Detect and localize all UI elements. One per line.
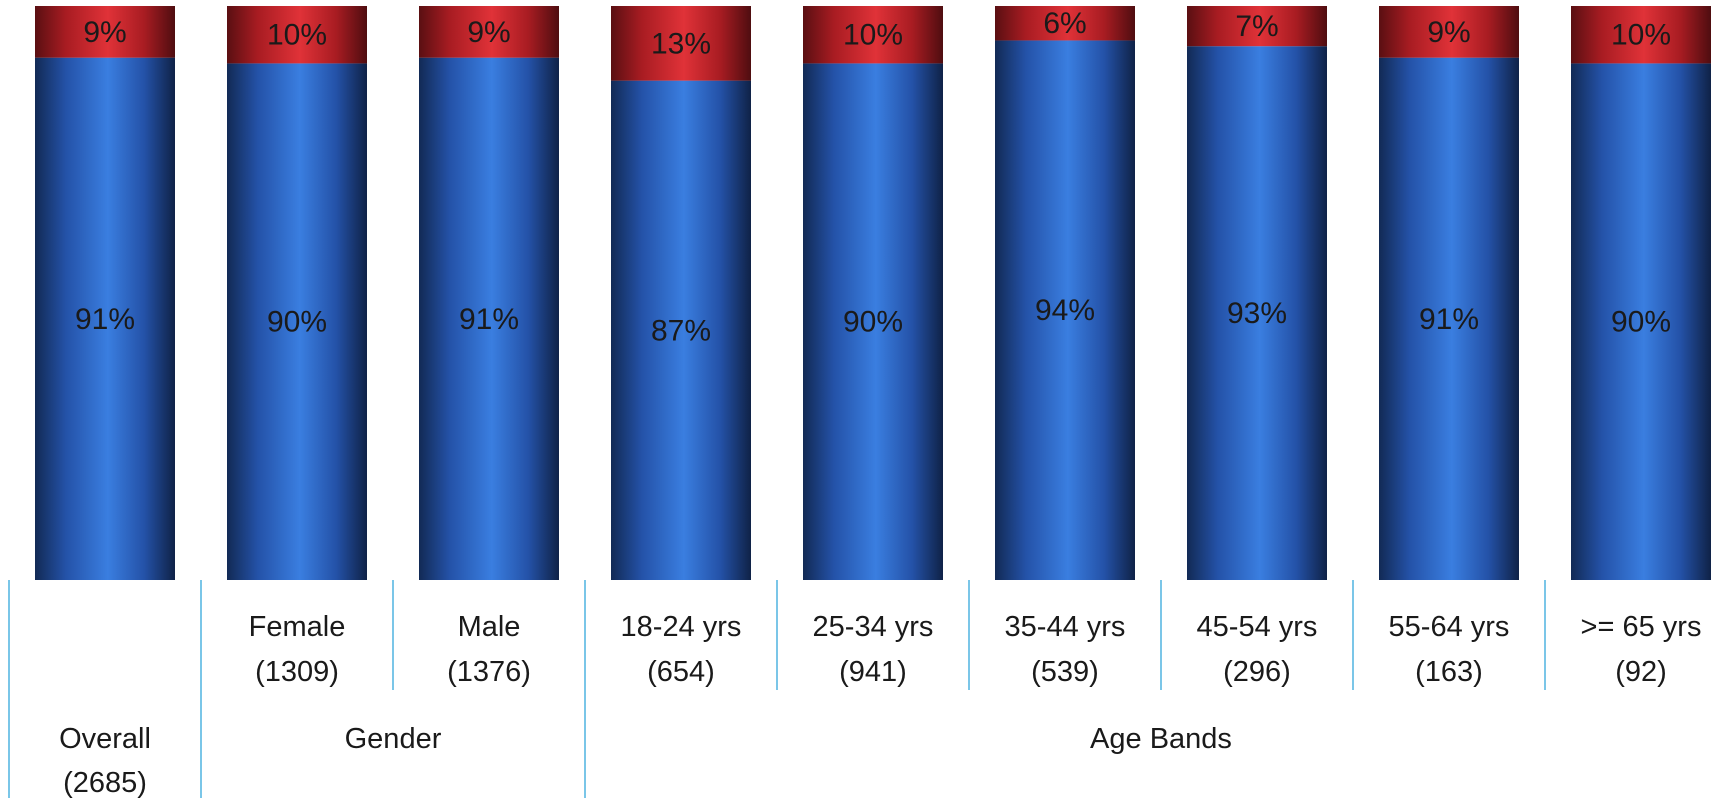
category-label-6: 45-54 yrs — [1197, 611, 1318, 643]
data-label-0-7: 91% — [1419, 303, 1479, 336]
category-label-3: 18-24 yrs — [621, 611, 742, 643]
data-label-1-4: 10% — [843, 19, 903, 52]
data-label-0-2: 91% — [459, 303, 519, 336]
category-label-5: 35-44 yrs — [1005, 611, 1126, 643]
category-label-1: Female — [249, 611, 346, 643]
data-label-0-4: 90% — [843, 306, 903, 339]
group-label-1: Age Bands — [1090, 723, 1232, 755]
bar-segment-0-0 — [35, 57, 175, 581]
bar-segment-0-7 — [1379, 57, 1519, 581]
group-label-0: Gender — [345, 723, 442, 755]
bar-segment-0-2 — [419, 57, 559, 581]
bar-segment-0-8 — [1571, 63, 1711, 580]
bar-segment-1-6 — [1187, 6, 1327, 47]
category-count-4: (941) — [839, 656, 907, 688]
bar-segment-1-7 — [1379, 6, 1519, 58]
bar-segment-0-5 — [995, 40, 1135, 580]
category-label-8: >= 65 yrs — [1581, 611, 1702, 643]
bar-segment-1-1 — [227, 6, 367, 64]
bars-layer — [35, 6, 1711, 581]
category-count-7: (163) — [1415, 656, 1483, 688]
category-count-3: (654) — [647, 656, 715, 688]
data-label-1-6: 7% — [1235, 10, 1278, 43]
data-label-0-6: 93% — [1227, 297, 1287, 330]
category-count-5: (539) — [1031, 656, 1099, 688]
category-count-6: (296) — [1223, 656, 1291, 688]
group-label-overall: Overall — [59, 723, 151, 755]
bar-segment-0-4 — [803, 63, 943, 580]
category-label-4: 25-34 yrs — [813, 611, 934, 643]
data-label-0-0: 91% — [75, 303, 135, 336]
data-label-1-8: 10% — [1611, 19, 1671, 52]
bar-segment-1-3 — [611, 6, 751, 81]
category-count-1: (1309) — [255, 656, 339, 688]
bar-segment-0-1 — [227, 63, 367, 580]
category-count-8: (92) — [1615, 656, 1667, 688]
bar-segment-0-6 — [1187, 46, 1327, 581]
data-label-0-1: 90% — [267, 306, 327, 339]
data-label-1-3: 13% — [651, 27, 711, 60]
bar-segment-1-0 — [35, 6, 175, 58]
group-count-overall: (2685) — [63, 767, 147, 798]
data-label-1-5: 6% — [1043, 7, 1086, 40]
category-count-2: (1376) — [447, 656, 531, 688]
bar-segment-0-3 — [611, 80, 751, 581]
category-axis-table: Female (1309) Male (1376) 18-24 yrs (654) 25-3… — [8, 580, 1702, 798]
data-label-1-1: 10% — [267, 19, 327, 52]
category-label-7: 55-64 yrs — [1389, 611, 1510, 643]
data-labels-layer: 91% 9% 90% 10% 91% 9% 87% 13% 90% 10% 94% 6% 93% 7% 91… — [75, 7, 1671, 347]
data-label-1-2: 9% — [467, 16, 510, 49]
data-label-1-0: 9% — [83, 16, 126, 49]
data-label-1-7: 9% — [1427, 16, 1470, 49]
bar-segment-1-8 — [1571, 6, 1711, 64]
data-label-0-8: 90% — [1611, 306, 1671, 339]
bar-segment-1-2 — [419, 6, 559, 58]
data-label-0-3: 87% — [651, 314, 711, 347]
bar-segment-1-4 — [803, 6, 943, 64]
data-label-0-5: 94% — [1035, 294, 1095, 327]
category-label-2: Male — [458, 611, 521, 643]
bar-segment-1-5 — [995, 6, 1135, 41]
